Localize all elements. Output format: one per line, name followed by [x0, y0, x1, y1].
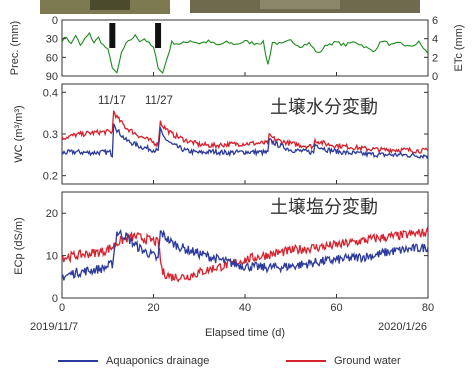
legend-ground-swatch: [286, 360, 326, 362]
wc-y-tick-label: 0.4: [43, 87, 58, 99]
date-label-1117: 11/17: [98, 95, 126, 107]
precip-bars: [109, 23, 162, 48]
prec-y-tick-label: 30: [46, 34, 58, 46]
ec-drainage-line: [61, 228, 429, 281]
precip-bar: [109, 23, 116, 48]
legend-drainage-label: Aquaponics drainage: [106, 355, 210, 367]
date-label-1127: 11/27: [145, 95, 173, 107]
x-axis-label: Elapsed time (d): [205, 327, 285, 339]
prec-y-axis-label: Prec. (mm): [9, 21, 21, 75]
prec-y2-tick-label: 4: [432, 34, 438, 46]
wc-y-tick-label: 0.3: [43, 129, 58, 141]
x-tick-label: 20: [147, 302, 159, 314]
prec-y-ticks: 0 30 60 90: [46, 15, 66, 83]
ec-y-tick-label: 10: [46, 251, 58, 263]
start-date-label: 2019/11/7: [30, 321, 78, 333]
prec-y2-tick-label: 0: [432, 71, 438, 83]
x-ticks: 0 20 40 60 80: [59, 72, 434, 314]
wc-ground-water-line: [61, 110, 429, 155]
ec-y-ticks: 0 10 20: [46, 208, 428, 305]
prec-y2-ticks: 6 4 2 0: [424, 15, 438, 83]
ec-ground-water-line: [61, 226, 429, 283]
ec-y-tick-label: 0: [52, 293, 58, 305]
prec-y-tick-label: 0: [52, 15, 58, 27]
x-tick-label: 40: [239, 302, 251, 314]
wc-y-tick-label: 0.2: [43, 171, 58, 183]
ec-y-tick-label: 20: [46, 208, 58, 220]
wc-y-axis-label: WC (m³/m³): [13, 105, 25, 162]
prec-panel-frame: [61, 19, 429, 77]
wc-drainage-line: [61, 123, 429, 160]
prec-y-tick-label: 90: [46, 71, 58, 83]
et-line: [61, 31, 429, 75]
wc-annotation: 土壌水分変動: [270, 97, 378, 117]
prec-y2-tick-label: 6: [432, 15, 438, 27]
wc-y-ticks: 0.4 0.3 0.2: [43, 87, 428, 183]
legend-ground: Ground water: [286, 355, 401, 367]
legend-drainage-swatch: [58, 360, 98, 362]
x-tick-label: 80: [422, 302, 434, 314]
x-tick-label: 60: [330, 302, 342, 314]
ec-annotation: 土壌塩分変動: [270, 197, 378, 217]
prec-y2-tick-label: 2: [432, 52, 438, 64]
x-tick-label: 0: [59, 302, 65, 314]
end-date-label: 2020/1/26: [378, 321, 427, 333]
prec-y2-axis-label: ETc (mm): [453, 24, 465, 71]
precip-bar: [155, 23, 162, 48]
photo-strip: [40, 0, 420, 14]
legend-ground-label: Ground water: [334, 355, 401, 367]
legend-drainage: Aquaponics drainage: [58, 355, 209, 367]
prec-y-tick-label: 60: [46, 52, 58, 64]
ec-y-axis-label: ECp (dS/m): [13, 217, 25, 274]
